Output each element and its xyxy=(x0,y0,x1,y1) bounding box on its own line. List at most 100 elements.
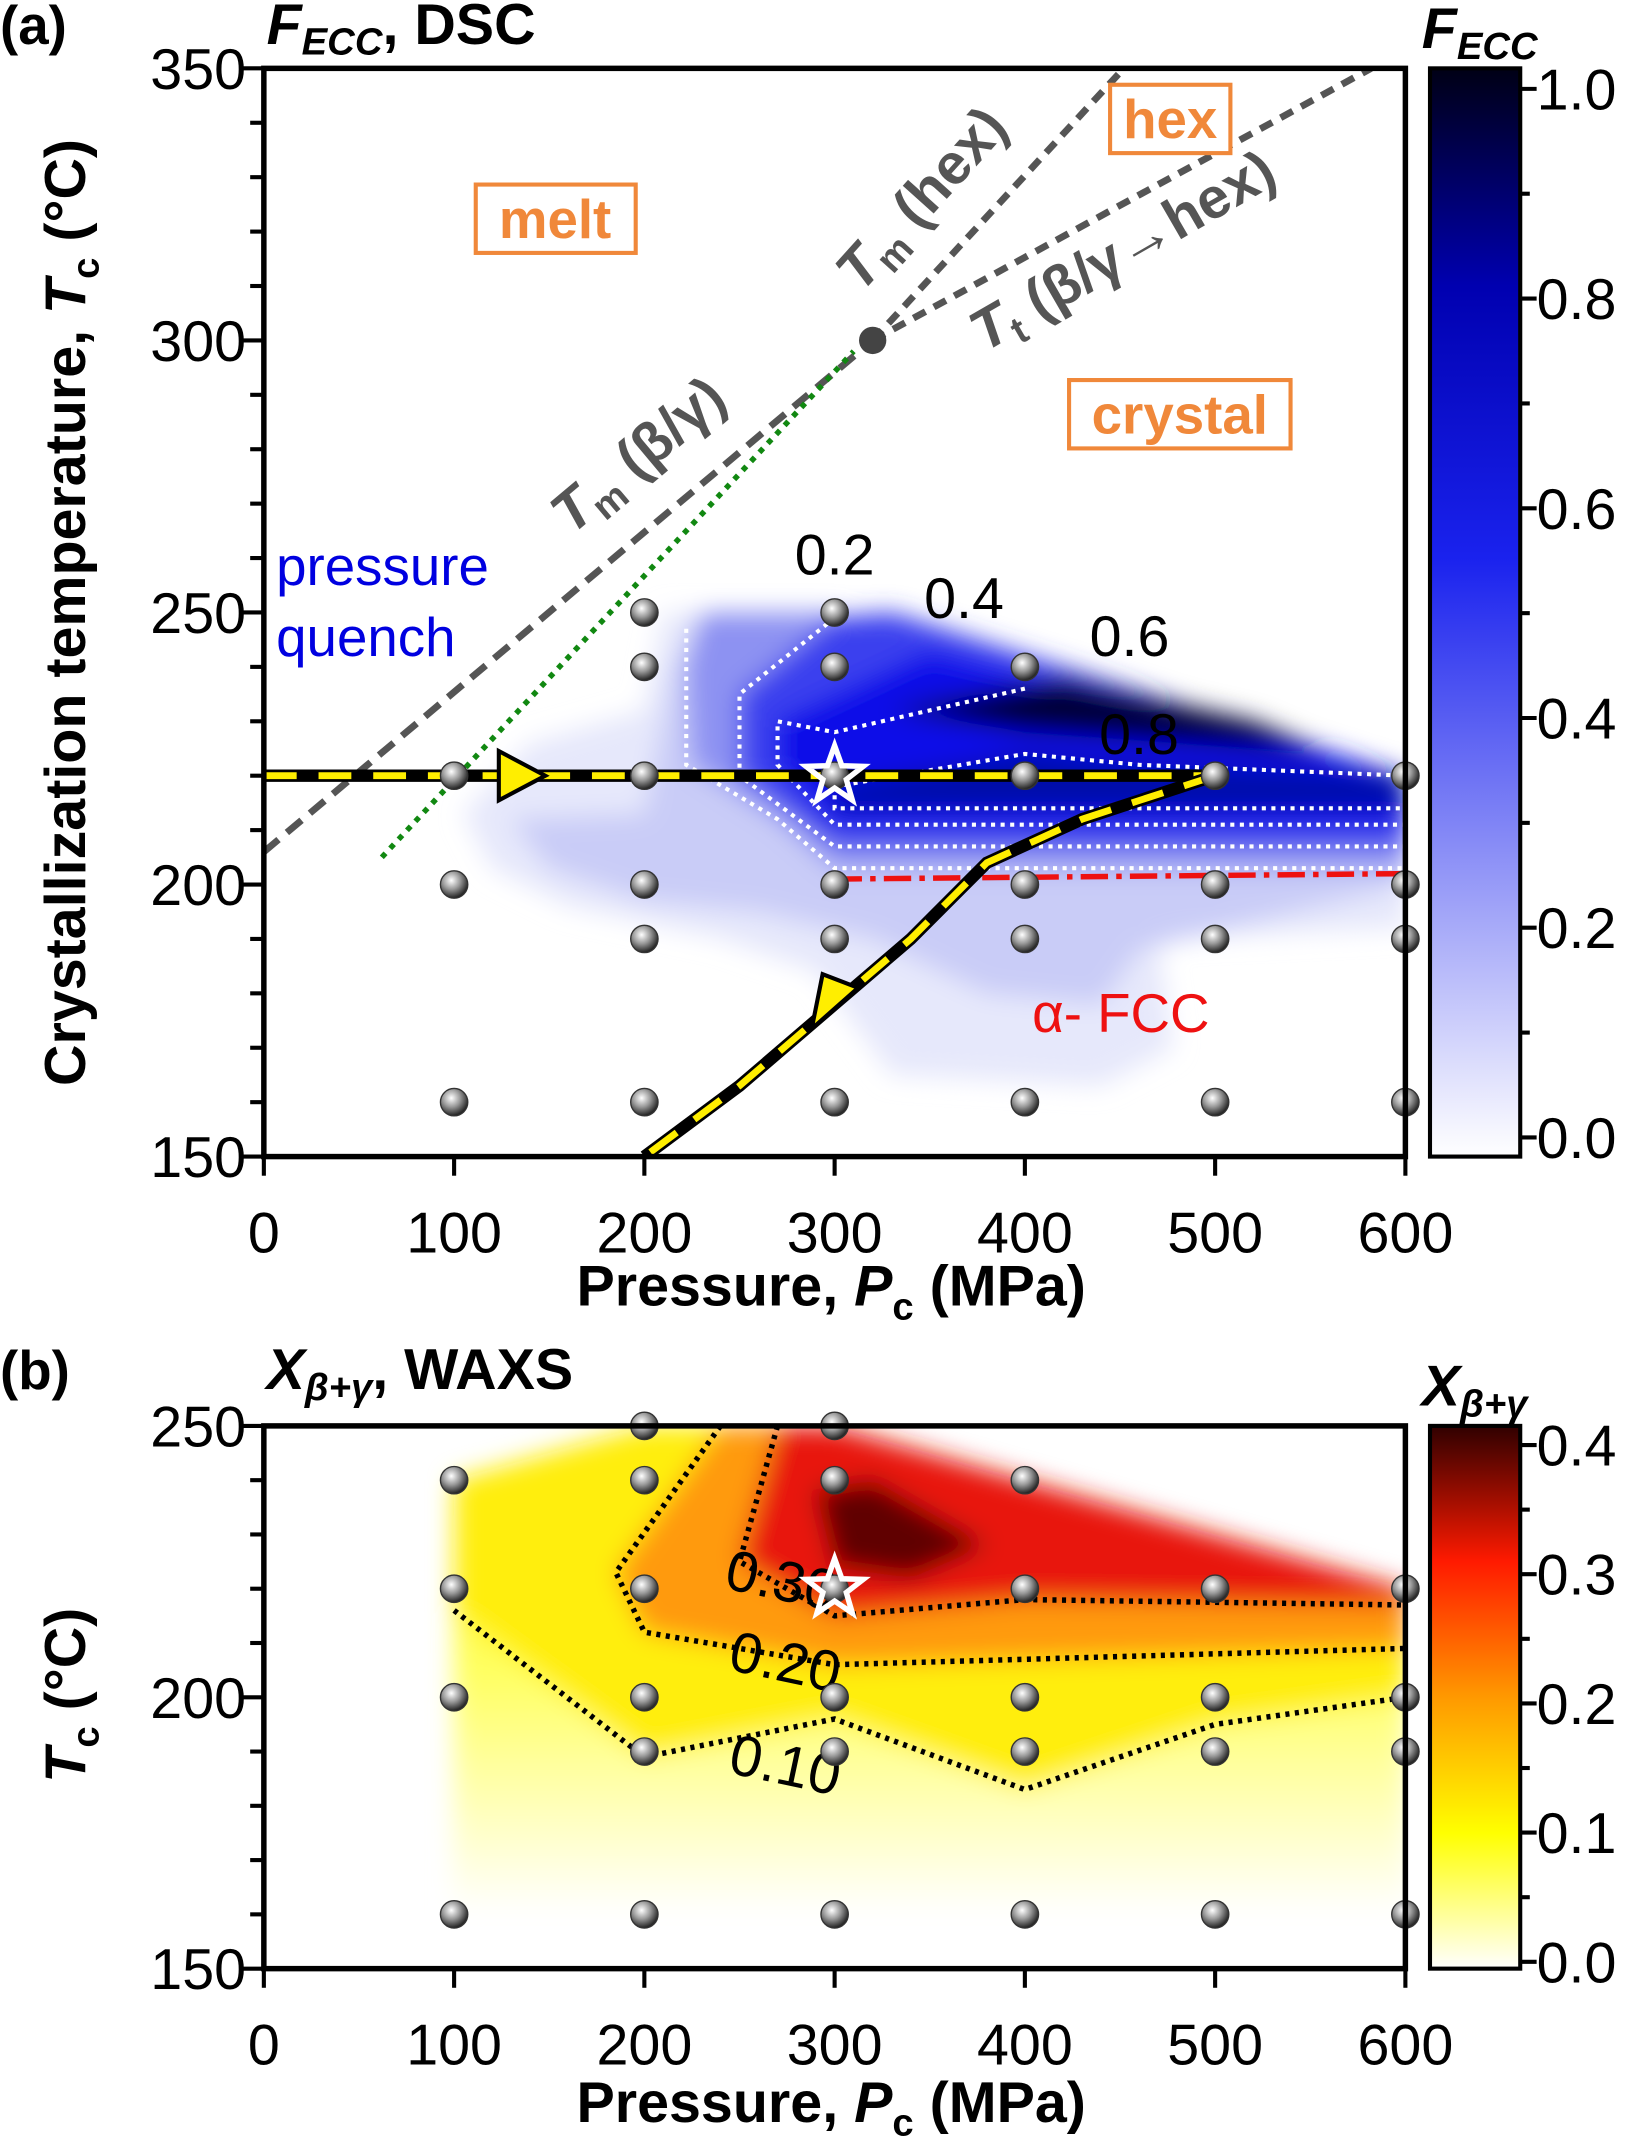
contour-line xyxy=(684,628,1406,871)
tt-line xyxy=(871,68,1373,344)
contour-line xyxy=(832,751,1406,811)
star-marker xyxy=(798,1550,871,1620)
data-point xyxy=(630,652,659,682)
data-point xyxy=(1010,924,1040,954)
panel-b-title: Xβ+γ, WAXS xyxy=(264,1338,574,1409)
colorbar-a-title: FECC xyxy=(1422,0,1539,68)
data-point xyxy=(630,1737,659,1766)
title-rest: , DSC xyxy=(382,0,535,57)
panel-b-ticks: 0 100 200 300 400 500 600 150 200 250 xyxy=(150,1395,1453,2077)
panel-b-ylabel: Tc (°C) xyxy=(34,1608,108,1783)
data-point xyxy=(1010,870,1040,899)
label-hex: hex xyxy=(1123,88,1217,150)
data-point xyxy=(630,598,659,627)
data-point xyxy=(439,1682,469,1712)
x-tick-label: 600 xyxy=(1357,2013,1453,2077)
data-point xyxy=(1010,1087,1040,1117)
colorbar-b xyxy=(1427,1423,1523,1971)
panel-b: 0.100.200.30 0 100 200 300 400 500 600 150 200 25… xyxy=(0,1338,1616,2144)
panel-b-xlabel: Pressure, Pc (MPa) xyxy=(576,2071,1085,2145)
colorbar-tick-label: 0.0 xyxy=(1537,1931,1617,1995)
star-marker xyxy=(798,737,871,807)
panel-a-xlabel: Pressure, Pc (MPa) xyxy=(576,1255,1085,1329)
data-point xyxy=(820,1682,849,1712)
panel-b-label: (b) xyxy=(0,1339,70,1401)
x-tick-label: 400 xyxy=(977,1201,1073,1265)
data-point xyxy=(439,1465,469,1495)
data-point xyxy=(1200,870,1230,899)
data-point xyxy=(1010,1900,1040,1929)
label-tt: Tt (β/γ→hex) xyxy=(959,138,1290,370)
crystal-box xyxy=(1067,378,1293,451)
colorbar-tick-label: 0.0 xyxy=(1537,1107,1617,1171)
label-crystal: crystal xyxy=(1092,383,1268,445)
ylabel-ital: T xyxy=(34,274,98,314)
y-tick-label: 300 xyxy=(150,310,246,374)
x-tick-label: 200 xyxy=(596,2013,692,2077)
panel-a-heatmap xyxy=(463,612,1406,1086)
alpha-fcc-boundary xyxy=(834,870,1406,882)
x-tick-label: 500 xyxy=(1167,2013,1263,2077)
panel-a-ylabel: Crystallization temperature, Tc (°C) xyxy=(34,139,108,1086)
x-tick-label: 300 xyxy=(787,1201,883,1265)
xlabel-ital: P xyxy=(854,1255,893,1319)
data-point xyxy=(630,761,659,791)
label-alpha-fcc: α- FCC xyxy=(1032,982,1209,1044)
filled-contours xyxy=(454,1425,1406,1915)
tm-hex-line xyxy=(870,68,1127,343)
x-tick-label: 500 xyxy=(1167,1201,1263,1265)
data-point xyxy=(439,761,469,791)
data-point xyxy=(820,924,849,954)
y-tick-label: 250 xyxy=(150,1395,246,1459)
colorbar-b-title: Xβ+γ xyxy=(1419,1354,1529,1425)
colorbar-tick-label: 0.4 xyxy=(1537,688,1617,752)
data-point xyxy=(1010,1465,1040,1495)
label-quench: quench xyxy=(276,606,455,668)
data-point xyxy=(820,1465,849,1495)
contour-label: 0.8 xyxy=(1099,703,1179,767)
panel-b-lines xyxy=(452,1425,1406,1793)
data-point xyxy=(820,652,849,682)
title-sub: ECC xyxy=(302,21,384,64)
arrow-head-down xyxy=(808,971,863,1035)
colorbar-tick-label: 0.1 xyxy=(1537,1802,1617,1866)
contour-label: 0.2 xyxy=(795,523,875,587)
data-point xyxy=(1010,1737,1040,1766)
colorbar-tick-label: 0.2 xyxy=(1537,1673,1617,1737)
panel-b-marks: 0.100.200.30 xyxy=(439,1411,1420,1929)
panel-a-ticks: 0 100 200 300 400 500 600 150 200 250 300 350 xyxy=(150,38,1453,1265)
x-tick-label: 0 xyxy=(248,1201,280,1265)
data-point xyxy=(820,1087,849,1117)
data-point xyxy=(439,870,469,899)
y-tick-label: 250 xyxy=(150,582,246,646)
colorbar-tick-label: 0.4 xyxy=(1537,1415,1617,1479)
label-melt: melt xyxy=(499,188,611,250)
label-tm-beta-gamma: Tm (β/γ) xyxy=(539,364,743,551)
label-tm-hex: Tm (hex) xyxy=(823,95,1024,308)
data-point xyxy=(630,1574,659,1604)
panel-b-heatmap xyxy=(454,1425,1406,1915)
contour-line xyxy=(736,1425,1406,1619)
x-tick-label: 100 xyxy=(406,1201,502,1265)
data-point xyxy=(820,598,849,627)
triple-point xyxy=(859,326,887,355)
title-main: F xyxy=(267,0,304,57)
panel-a-marks: 0.2 0.4 0.6 0.8 xyxy=(439,326,1420,1117)
x-tick-label: 300 xyxy=(787,2013,883,2077)
x-tick-label: 0 xyxy=(248,2013,280,2077)
data-point xyxy=(820,870,849,899)
hex-box xyxy=(1108,82,1233,156)
x-tick-label: 600 xyxy=(1357,1201,1453,1265)
melt-box xyxy=(473,182,638,255)
data-point xyxy=(630,924,659,954)
data-point xyxy=(630,1465,659,1495)
colorbar-a xyxy=(1427,66,1523,1159)
data-point xyxy=(630,1682,659,1712)
data-point xyxy=(1200,1737,1230,1766)
ylabel-sub: c xyxy=(64,258,107,279)
xlabel-rest: (MPa) xyxy=(914,1255,1086,1319)
xlabel-sub: c xyxy=(892,1285,913,1328)
filled-contour-level xyxy=(815,1480,987,1578)
colorbar-tick-label: 0.6 xyxy=(1537,478,1617,542)
